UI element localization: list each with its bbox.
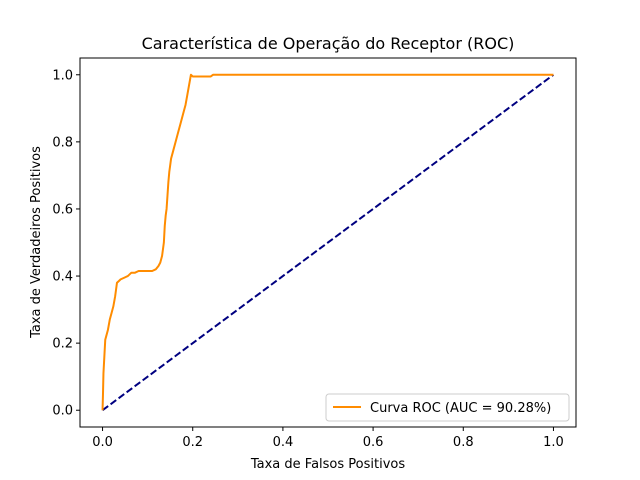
x-tick-label: 0.6 (363, 435, 384, 450)
y-tick-label: 0.8 (52, 135, 73, 150)
x-tick-label: 0.0 (92, 435, 113, 450)
y-axis: 0.0 0.2 0.4 0.6 0.8 1.0 (52, 68, 80, 419)
x-tick-label: 0.4 (273, 435, 294, 450)
legend-label-roc-curve: Curva ROC (AUC = 90.28%) (370, 401, 551, 416)
y-tick-label: 0.2 (52, 337, 73, 352)
plot-area (101, 73, 555, 412)
legend-box (325, 393, 570, 422)
y-tick-label: 0.0 (52, 404, 73, 419)
chart-title: Característica de Operação do Receptor (… (142, 34, 515, 53)
x-axis-label: Taxa de Falsos Positivos (250, 457, 405, 472)
axes-frame (79, 57, 577, 428)
legend: Curva ROC (AUC = 90.28%) (325, 393, 570, 422)
y-axis-label: Taxa de Verdadeiros Positivos (29, 146, 44, 339)
series-reference-diagonal (101, 73, 555, 412)
y-tick-label: 1.0 (52, 68, 73, 83)
y-tick-label: 0.4 (52, 270, 73, 285)
x-tick-label: 1.0 (543, 435, 564, 450)
x-tick-label: 0.2 (182, 435, 203, 450)
y-tick-label: 0.6 (52, 202, 73, 217)
x-tick-label: 0.8 (453, 435, 474, 450)
x-axis: 0.0 0.2 0.4 0.6 0.8 1.0 (92, 427, 564, 450)
series-roc-curve (101, 73, 554, 411)
